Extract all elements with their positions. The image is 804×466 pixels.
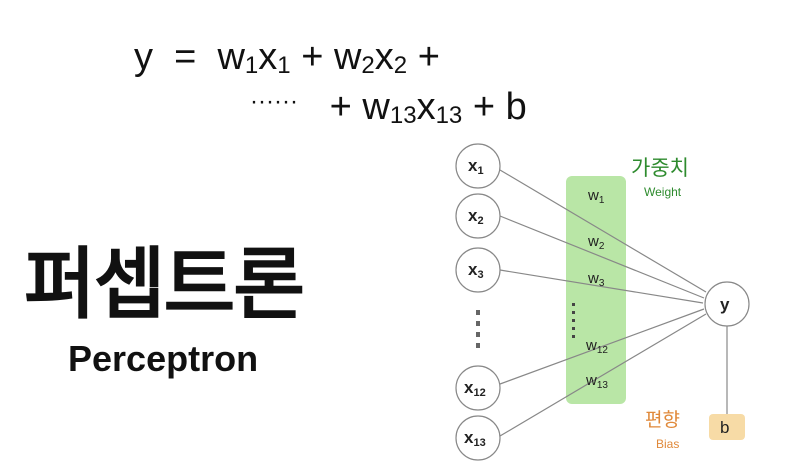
output-node-y: y [704,281,750,327]
bias-node: b [709,414,745,440]
weight-caption-ko: 가중치 [631,156,689,180]
formula-w13: w [362,86,390,128]
weight-label: w [585,372,597,389]
formula-w1: w [217,36,245,78]
edge-x3 [499,269,704,304]
edge-x13 [499,313,707,437]
title-korean: 퍼셉트론 [24,240,305,330]
weight-sub: 13 [597,380,609,391]
weight-sub: 1 [599,195,605,206]
weight-sub: 2 [599,241,605,252]
formula-x13-sub: 13 [435,102,463,129]
weight-w3: w3 [587,270,605,289]
input-sub: 3 [477,269,483,281]
formula-ellipsis: ······ [250,88,298,115]
formula-plus: + [301,36,324,78]
weight-label: w [587,233,599,250]
formula-x1: x [258,36,278,78]
bias-caption-en: Bias [656,437,679,451]
input-sub: 12 [473,387,485,399]
input-node-x12: x12 [455,365,501,411]
formula-equals: = [174,36,197,78]
formula-line-2: ······ + w13x13 + b [250,86,527,130]
formula-plus: + [329,86,352,128]
formula-x1-sub: 1 [277,52,291,79]
weight-label: w [587,270,599,287]
title-english: Perceptron [68,338,259,379]
formula-w2-sub: 2 [361,52,375,79]
input-node-x1: x1 [455,143,501,189]
svg-text:x13: x13 [464,428,486,449]
bias-caption-ko: 편향 [645,409,680,431]
weight-band [566,176,626,404]
weight-sub: 12 [597,345,609,356]
input-node-x13: x13 [455,415,501,461]
input-sub: 1 [477,165,483,177]
svg-text:x1: x1 [468,156,484,177]
weight-sub: 3 [599,278,605,289]
input-sub: 2 [477,215,483,227]
formula-x2: x [374,36,394,78]
svg-text:x2: x2 [468,206,484,227]
formula-x13: x [416,86,436,128]
svg-text:x12: x12 [464,378,486,399]
formula-w2: w [333,36,362,78]
formula-plus: + [472,86,496,128]
input-sub: 13 [473,437,485,449]
formula-y: y [134,36,153,78]
weight-caption-en: Weight [644,185,682,199]
weight-w13: w13 [585,372,608,391]
edge-x2 [499,215,705,299]
weight-w12: w12 [585,337,608,356]
weight-ellipsis [572,303,575,338]
weight-w2: w2 [587,233,605,252]
output-label: y [720,295,730,314]
edge-x1 [499,169,707,293]
edge-x12 [499,308,705,385]
weight-w1: w1 [587,187,605,206]
input-label: x [468,260,478,279]
svg-text:x3: x3 [468,260,484,281]
weight-label: w [587,187,599,204]
formula-plus: + [417,36,440,78]
input-label: x [464,378,474,397]
formula-b: b [505,86,527,128]
input-ellipsis [476,310,480,348]
input-node-x3: x3 [455,247,501,293]
input-label: x [468,206,478,225]
formula-w1-sub: 1 [244,52,259,79]
connections [499,169,728,437]
input-label: x [468,156,478,175]
input-node-x2: x2 [455,193,501,239]
formula-line-1: y = w1x1 + w2x2 + [134,36,440,80]
formula-x2-sub: 2 [393,52,408,79]
weight-label: w [585,337,597,354]
formula-w13-sub: 13 [389,102,417,129]
input-label: x [464,428,474,447]
bias-label: b [720,418,729,437]
